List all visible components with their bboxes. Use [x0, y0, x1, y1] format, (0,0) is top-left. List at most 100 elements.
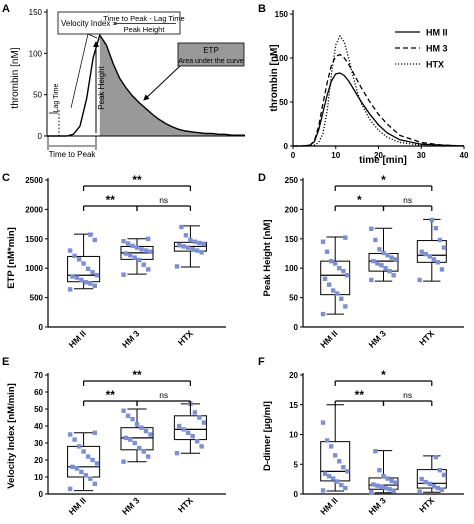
data-point	[419, 249, 424, 254]
data-point	[125, 413, 131, 418]
data-point	[146, 454, 151, 459]
data-point	[74, 466, 80, 471]
panel-letter: B	[258, 3, 266, 15]
data-point	[197, 415, 202, 420]
data-point	[324, 249, 330, 254]
data-point	[70, 274, 75, 279]
data-point	[320, 420, 326, 425]
data-point	[194, 248, 200, 253]
box	[173, 415, 207, 441]
series-lines	[293, 34, 465, 147]
data-point	[379, 484, 384, 490]
y-tick-label: 2500	[25, 176, 43, 185]
y-tick-label: 50	[289, 294, 298, 303]
etp-label-box	[177, 42, 245, 67]
data-point	[393, 257, 398, 262]
x-tick-label: 30	[417, 151, 426, 160]
sig-label: **	[132, 173, 142, 187]
y-tick-label: 0	[39, 490, 44, 499]
data-point	[330, 288, 336, 293]
data-point	[381, 473, 386, 479]
data-point	[322, 471, 328, 476]
x-tick-label: 20	[374, 151, 383, 160]
sig-label: ns	[403, 390, 412, 400]
etp-area	[99, 35, 245, 136]
data-point	[423, 479, 428, 485]
y-tick-label: 10	[289, 431, 298, 440]
y-tick-label: 15	[289, 401, 298, 410]
data-point	[387, 487, 392, 492]
data-point	[121, 238, 126, 244]
data-point	[137, 445, 142, 451]
data-point	[369, 277, 374, 283]
data-point	[143, 248, 149, 253]
y-tick-label: 0	[294, 490, 299, 499]
data-point	[383, 266, 388, 271]
y-tick-label: 150	[29, 8, 43, 17]
data-point	[385, 253, 390, 258]
etp-arrow	[143, 65, 181, 101]
x-tick-label: HTX	[176, 495, 195, 514]
data-point	[85, 454, 91, 459]
data-point	[123, 251, 128, 256]
data-point	[190, 247, 195, 252]
data-point	[139, 247, 144, 252]
data-point	[328, 258, 334, 264]
data-point	[326, 282, 332, 287]
data-point	[143, 428, 149, 434]
data-point	[419, 476, 424, 482]
y-tick-label: 0	[39, 323, 44, 332]
data-point	[130, 417, 135, 422]
data-point	[139, 425, 144, 430]
panel-b: B thrombin [nM] time [min] 0 50 100 150 0 10 2…	[258, 3, 469, 166]
data-point	[389, 255, 394, 260]
data-point	[146, 267, 151, 272]
box	[416, 240, 447, 263]
data-point	[324, 438, 330, 443]
data-point	[92, 481, 98, 486]
data-point	[92, 283, 98, 289]
y-tick-label: 50	[34, 405, 43, 414]
y-tick-label: 2000	[25, 205, 43, 214]
data-point	[375, 261, 380, 266]
data-point	[92, 237, 98, 243]
data-point	[90, 457, 95, 463]
data-point	[343, 304, 348, 309]
data-point	[141, 449, 146, 454]
lag-time-label: Lag Time	[53, 83, 60, 112]
y-axis-label: thrombin [nM]	[10, 47, 21, 108]
y-tick-label: 150	[285, 235, 299, 244]
data-point	[431, 484, 437, 489]
data-point	[373, 237, 378, 243]
data-point	[183, 233, 189, 238]
x-tick-label: HM 3	[120, 328, 142, 350]
data-point	[67, 287, 73, 292]
data-point	[123, 435, 128, 441]
sig-label: *	[381, 173, 386, 187]
data-point	[343, 485, 348, 491]
y-tick-label: 0	[38, 132, 43, 141]
panel-letter: F	[258, 356, 265, 368]
data-point	[74, 275, 80, 280]
data-point	[326, 473, 332, 479]
legend-label: HM 3	[426, 44, 448, 54]
time-to-peak-label: Time to Peak	[49, 150, 97, 159]
y-tick-label: 50	[279, 98, 288, 107]
data-point	[185, 245, 191, 250]
data-point	[174, 264, 180, 269]
data-point	[188, 237, 193, 243]
data-point	[185, 430, 191, 435]
x-tick-label: HTX	[417, 495, 436, 514]
data-point	[181, 244, 186, 249]
x-tick-label: HM 3	[120, 495, 142, 517]
data-point	[345, 273, 350, 278]
panel-letter: D	[258, 172, 266, 184]
data-point	[137, 257, 142, 263]
data-point	[429, 217, 434, 223]
etp-title: ETP	[203, 46, 219, 55]
data-point	[320, 488, 326, 493]
x-tick-label: HM II	[67, 328, 88, 349]
